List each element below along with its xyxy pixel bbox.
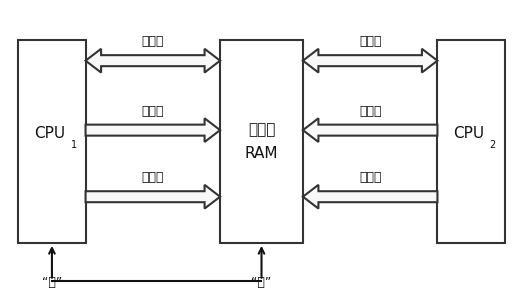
Text: 数据线: 数据线 [359,35,381,48]
Text: 2: 2 [490,140,496,150]
Text: “忡”: “忡” [252,276,271,289]
Polygon shape [303,185,437,209]
Text: CPU: CPU [453,126,484,140]
Polygon shape [303,118,437,142]
Text: 地址线: 地址线 [142,104,164,117]
Bar [18,40,86,243]
Text: 控制线: 控制线 [359,171,381,184]
Polygon shape [86,49,220,73]
Text: CPU: CPU [34,126,65,140]
Polygon shape [86,185,220,209]
Text: 数据线: 数据线 [142,35,164,48]
Polygon shape [303,49,437,73]
Text: RAM: RAM [245,146,278,161]
Text: 地址线: 地址线 [359,104,381,117]
Text: “忡”: “忡” [42,276,62,289]
Bar [220,40,303,243]
Text: 控制线: 控制线 [142,171,164,184]
Bar [437,40,505,243]
Text: 1: 1 [71,140,77,150]
Polygon shape [86,118,220,142]
Text: 双端口: 双端口 [248,123,275,138]
